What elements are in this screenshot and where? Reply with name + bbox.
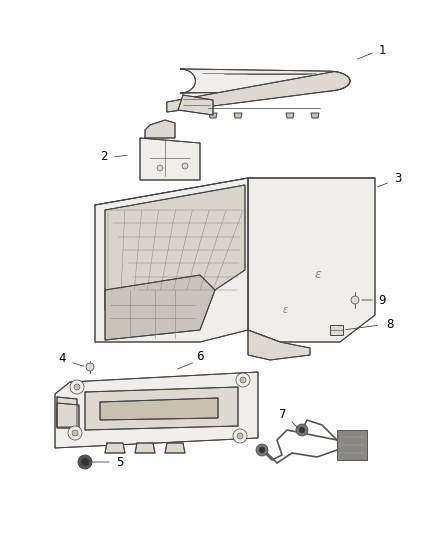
Circle shape [240,377,246,383]
Circle shape [72,430,78,436]
Circle shape [74,384,80,390]
Circle shape [236,373,250,387]
Text: 1: 1 [378,44,386,56]
Circle shape [86,363,94,371]
Polygon shape [180,69,350,93]
Polygon shape [105,443,125,453]
Circle shape [256,444,268,456]
Polygon shape [286,113,294,118]
Circle shape [78,455,92,469]
Text: 8: 8 [386,319,394,332]
Polygon shape [167,71,350,112]
Polygon shape [234,113,242,118]
Circle shape [351,296,359,304]
Polygon shape [178,95,213,115]
Circle shape [259,447,265,453]
Polygon shape [57,397,77,427]
Polygon shape [248,330,310,360]
Polygon shape [95,178,248,342]
Circle shape [233,429,247,443]
Circle shape [182,163,188,169]
Circle shape [299,427,305,433]
Text: 9: 9 [378,294,386,306]
Circle shape [81,458,89,466]
Polygon shape [165,443,185,453]
Polygon shape [57,403,79,428]
Text: ε: ε [283,305,288,315]
Polygon shape [209,113,217,118]
Circle shape [68,426,82,440]
Polygon shape [55,372,258,448]
Circle shape [237,433,243,439]
Text: 4: 4 [58,351,66,365]
Text: 2: 2 [100,150,108,164]
Polygon shape [105,185,245,310]
Text: 3: 3 [394,172,402,184]
Circle shape [70,380,84,394]
Polygon shape [145,120,175,138]
Polygon shape [135,443,155,453]
Polygon shape [100,398,218,420]
Text: 5: 5 [117,456,124,469]
Polygon shape [140,138,200,180]
Polygon shape [248,178,375,342]
Polygon shape [311,113,319,118]
Circle shape [157,165,163,171]
Text: 6: 6 [196,351,204,364]
Circle shape [296,424,308,436]
Text: 7: 7 [279,408,287,422]
Text: ε: ε [314,269,321,281]
Polygon shape [337,430,367,460]
Polygon shape [85,387,238,430]
Polygon shape [330,325,343,335]
Polygon shape [105,275,215,340]
